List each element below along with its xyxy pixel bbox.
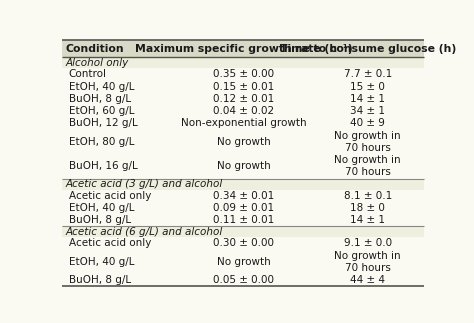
Bar [62,226,424,237]
Text: 40 ± 9: 40 ± 9 [350,119,385,129]
Text: EtOH, 40 g/L: EtOH, 40 g/L [69,203,134,213]
Text: Condition: Condition [66,44,125,54]
Text: EtOH, 40 g/L: EtOH, 40 g/L [69,257,134,267]
Bar [62,202,424,214]
Bar [62,57,424,68]
Bar [62,117,424,130]
Text: 0.04 ± 0.02: 0.04 ± 0.02 [213,106,274,116]
Text: Acetic acid only: Acetic acid only [69,238,151,248]
Text: No growth: No growth [217,161,271,171]
Text: BuOH, 8 g/L: BuOH, 8 g/L [69,94,131,104]
Text: EtOH, 60 g/L: EtOH, 60 g/L [69,106,134,116]
Bar [62,93,424,105]
Text: BuOH, 8 g/L: BuOH, 8 g/L [69,275,131,285]
Bar [62,105,424,117]
Text: Non-exponential growth: Non-exponential growth [181,119,307,129]
Text: Control: Control [69,69,107,79]
Text: Acetic acid (6 g/L) and alcohol: Acetic acid (6 g/L) and alcohol [65,227,222,237]
Text: 0.35 ± 0.00: 0.35 ± 0.00 [213,69,274,79]
Text: EtOH, 80 g/L: EtOH, 80 g/L [69,137,134,147]
Text: Acetic acid (3 g/L) and alcohol: Acetic acid (3 g/L) and alcohol [65,179,222,189]
Text: No growth in
70 hours: No growth in 70 hours [334,130,401,153]
Text: No growth: No growth [217,257,271,267]
Bar [62,214,424,226]
Text: BuOH, 8 g/L: BuOH, 8 g/L [69,215,131,225]
Bar [62,179,424,190]
Text: 8.1 ± 0.1: 8.1 ± 0.1 [344,191,392,201]
Text: 0.30 ± 0.00: 0.30 ± 0.00 [213,238,274,248]
Text: 0.34 ± 0.01: 0.34 ± 0.01 [213,191,274,201]
Text: 0.05 ± 0.00: 0.05 ± 0.00 [213,275,274,285]
Bar [62,274,424,286]
Bar [62,154,424,179]
Text: 14 ± 1: 14 ± 1 [350,94,385,104]
Text: 0.15 ± 0.01: 0.15 ± 0.01 [213,82,274,92]
Bar [62,237,424,249]
Bar [62,80,424,93]
Text: No growth in
70 hours: No growth in 70 hours [334,251,401,273]
Text: BuOH, 16 g/L: BuOH, 16 g/L [69,161,137,171]
Bar [62,190,424,202]
Text: Acetic acid only: Acetic acid only [69,191,151,201]
Text: 14 ± 1: 14 ± 1 [350,215,385,225]
Text: 18 ± 0: 18 ± 0 [350,203,385,213]
Text: 0.12 ± 0.01: 0.12 ± 0.01 [213,94,274,104]
Text: 0.09 ± 0.01: 0.09 ± 0.01 [213,203,274,213]
Bar [62,249,424,274]
Text: Time to consume glucose (h): Time to consume glucose (h) [280,44,456,54]
Text: No growth: No growth [217,137,271,147]
Bar [62,130,424,154]
Text: 9.1 ± 0.0: 9.1 ± 0.0 [344,238,392,248]
Text: 15 ± 0: 15 ± 0 [350,82,385,92]
Text: 0.11 ± 0.01: 0.11 ± 0.01 [213,215,274,225]
Bar [62,40,424,57]
Text: 7.7 ± 0.1: 7.7 ± 0.1 [344,69,392,79]
Text: Alcohol only: Alcohol only [65,58,128,68]
Text: 34 ± 1: 34 ± 1 [350,106,385,116]
Text: Maximum specific growth rate (h⁻¹): Maximum specific growth rate (h⁻¹) [135,44,353,54]
Text: No growth in
70 hours: No growth in 70 hours [334,155,401,177]
Text: BuOH, 12 g/L: BuOH, 12 g/L [69,119,137,129]
Text: 44 ± 4: 44 ± 4 [350,275,385,285]
Bar [62,68,424,80]
Text: EtOH, 40 g/L: EtOH, 40 g/L [69,82,134,92]
